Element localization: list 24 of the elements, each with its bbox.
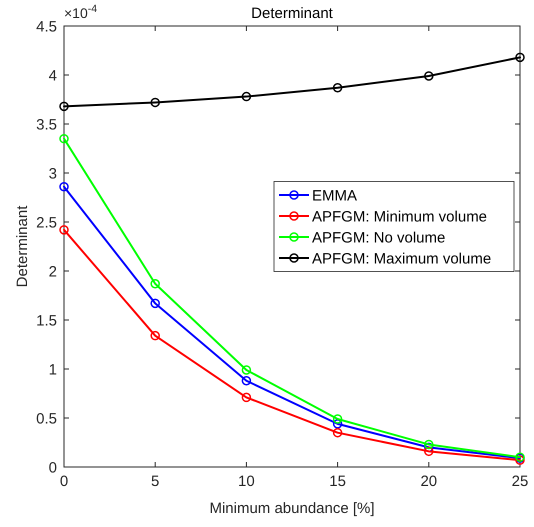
x-tick-label: 5 [151,473,160,490]
x-tick-label: 15 [329,473,346,490]
y-axis-title: Determinant [14,204,31,288]
y-tick-label: 0 [48,459,57,476]
y-tick-label: 3 [48,165,57,182]
legend-label: APFGM: Minimum volume [312,208,488,226]
x-tick-label: 25 [512,473,528,490]
y-tick-label: 3.5 [36,116,57,134]
chart-title: Determinant [251,5,334,22]
y-tick-label: 4 [48,67,57,84]
y-tick-label: 4.5 [36,18,57,36]
legend-label: APFGM: Maximum volume [312,250,492,268]
y-tick-label: 0.5 [36,410,57,428]
legend-label: APFGM: No volume [312,229,446,246]
x-tick-label: 10 [238,473,255,490]
y-tick-label: 2.5 [36,214,57,232]
text: ×10$^{-4}$ [64,3,98,21]
y-tick-label: 1 [48,361,57,378]
y-tick-label: 2 [48,263,57,280]
x-tick-label: 20 [420,473,438,490]
x-tick-label: 0 [60,473,68,490]
x-axis-title: Minimum abundance [%] [209,500,375,517]
y-tick-label: 1.5 [36,312,57,330]
legend-label: EMMA [312,187,357,204]
